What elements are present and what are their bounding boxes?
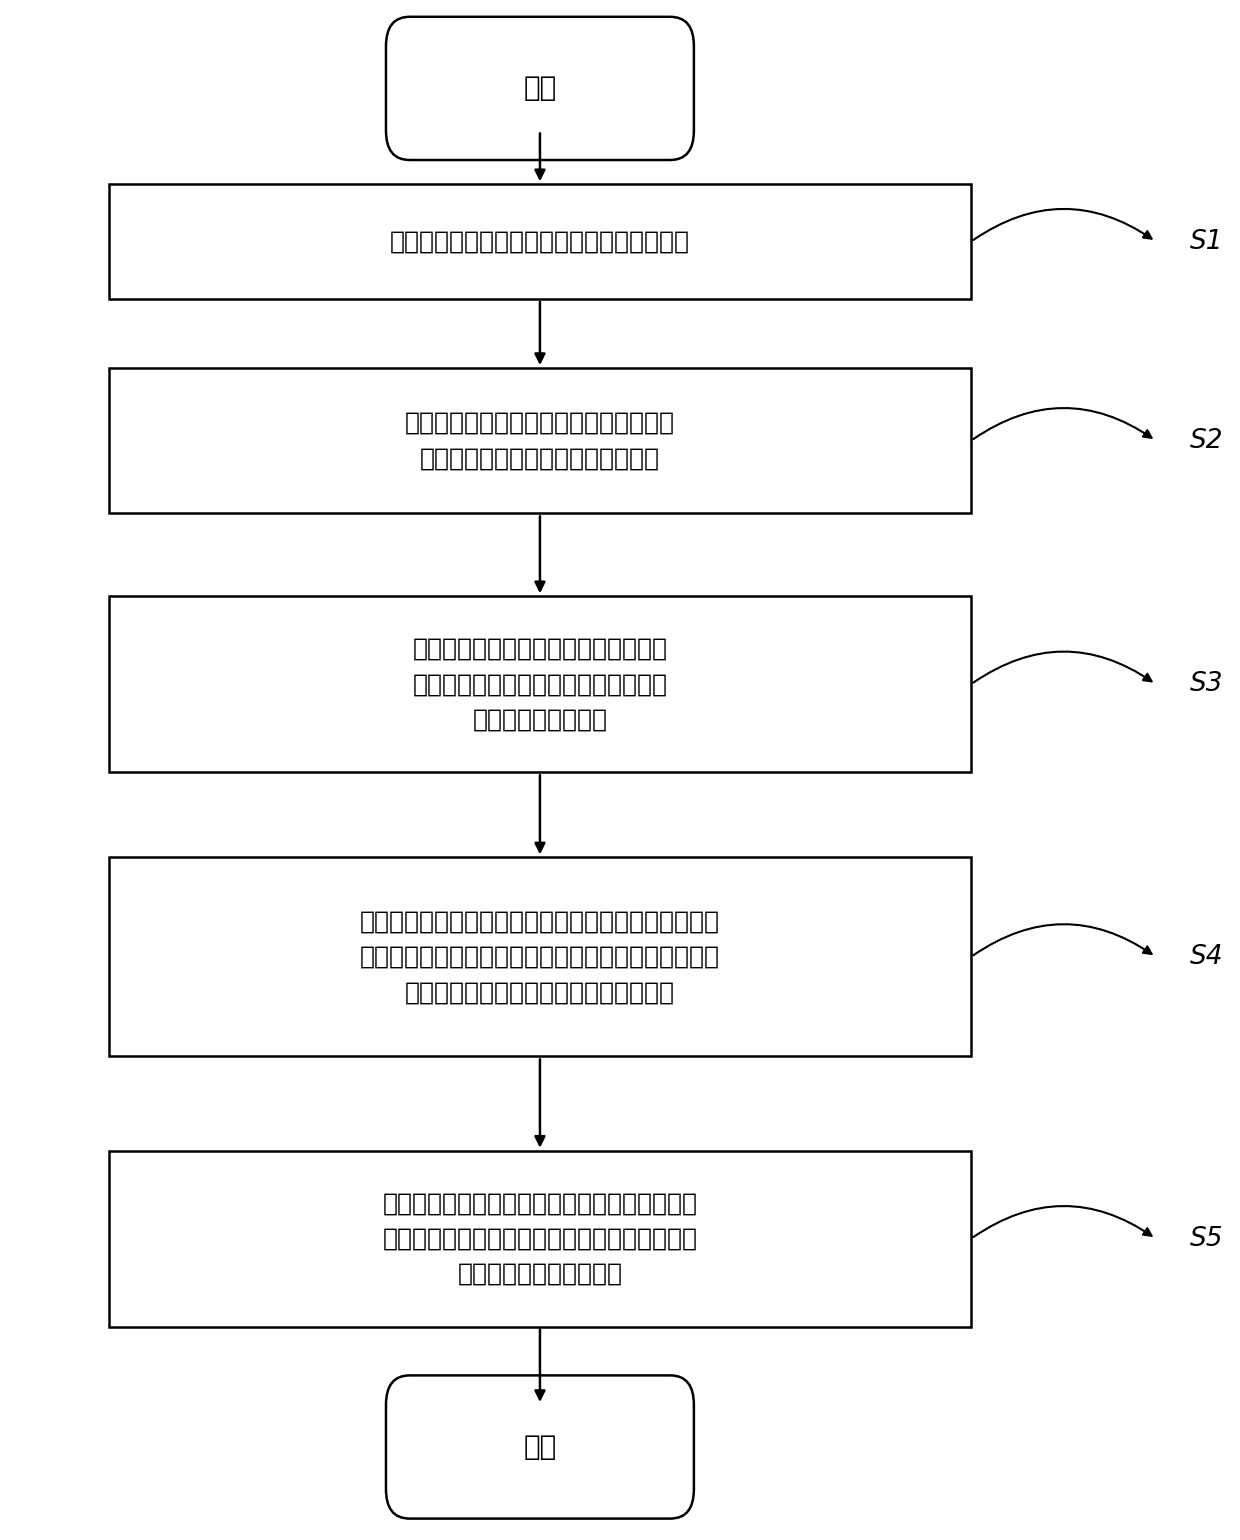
Text: S5: S5 [1190,1226,1224,1252]
Bar [109,185,971,299]
FancyBboxPatch shape [386,1375,694,1518]
Text: 对湿式双离合器滑摩极限工况进行分类，
确定每类滑摩极限工况下的油门开度: 对湿式双离合器滑摩极限工况进行分类， 确定每类滑摩极限工况下的油门开度 [405,411,675,470]
Text: S1: S1 [1190,228,1224,254]
Text: S2: S2 [1190,428,1224,454]
Bar [109,368,971,513]
Text: 结束: 结束 [523,1434,557,1461]
Bar [109,1150,971,1327]
Text: S3: S3 [1190,671,1224,698]
Text: 根据湿式双离合器物理信息以及上述变
速器信息、整车工况定位信息建立汽车
纵向动力学行馶模型: 根据湿式双离合器物理信息以及上述变 速器信息、整车工况定位信息建立汽车 纵向动力… [413,638,667,732]
FancyBboxPatch shape [386,17,694,160]
Text: 在汽车纵向动力学行馶模型中输入不同滑摩极限工况对
应的输入信息，获取不同滑摩极限工况下离合器摩擦片
表面温度以及离合器冷却润滑油出口油温: 在汽车纵向动力学行馶模型中输入不同滑摩极限工况对 应的输入信息，获取不同滑摩极限… [360,910,720,1004]
Text: 确定整车及变速器信息以及整车工况定位信息: 确定整车及变速器信息以及整车工况定位信息 [389,229,689,254]
Text: 开始: 开始 [523,74,557,102]
Text: 根据所述离合器摩擦片表面温度以及所述离合器
冷却润滑油出口油温判断不同滑摩极限工况下所
需润滑冷却油的冷却油量: 根据所述离合器摩擦片表面温度以及所述离合器 冷却润滑油出口油温判断不同滑摩极限工… [382,1192,697,1286]
Bar [109,858,971,1056]
Bar [109,596,971,772]
Text: S4: S4 [1190,944,1224,970]
